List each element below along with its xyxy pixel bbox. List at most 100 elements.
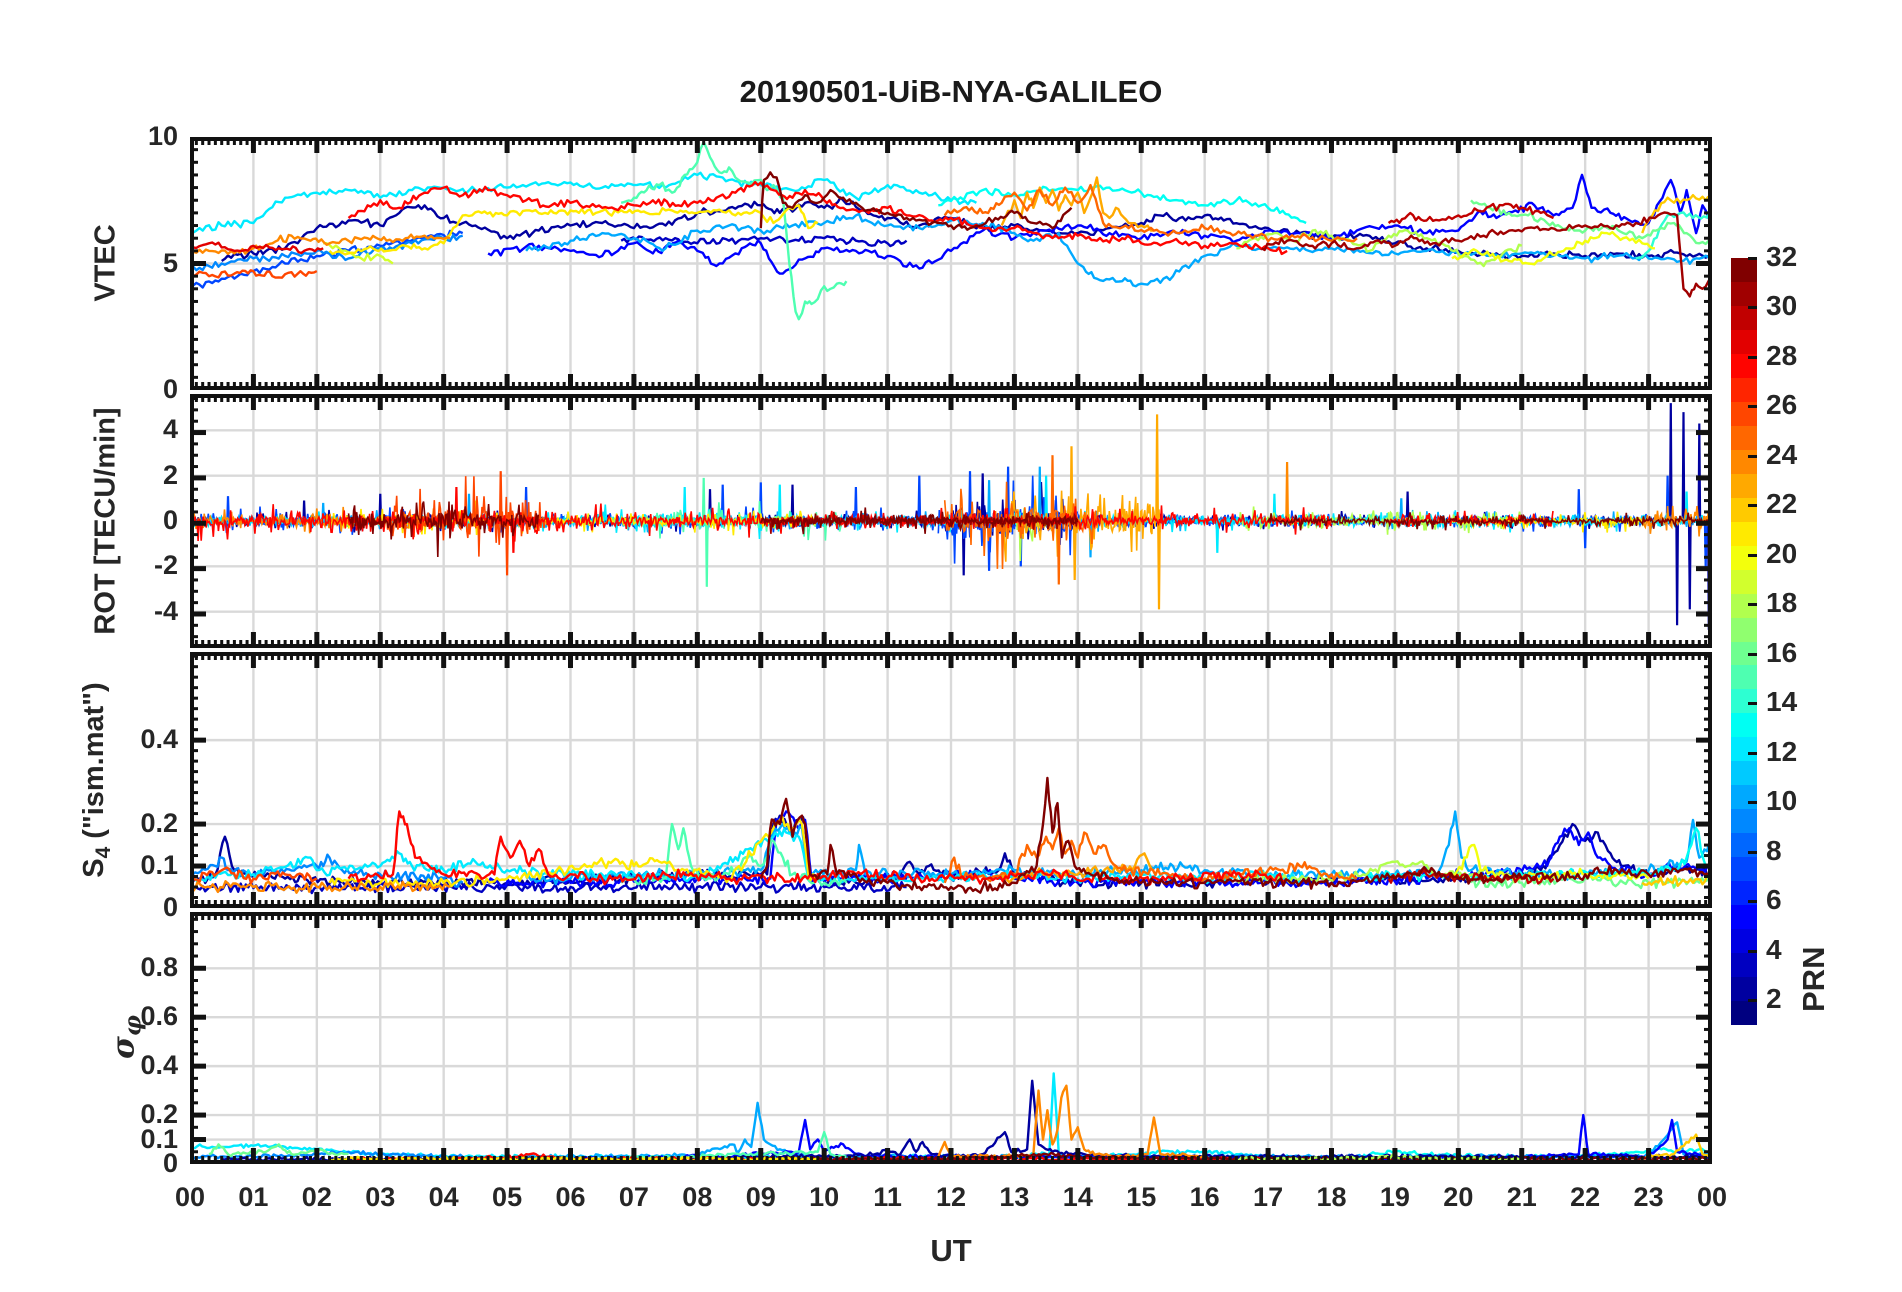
colorbar-tick-label: 4 (1766, 933, 1782, 965)
colorbar-label: PRN (1796, 946, 1831, 1012)
colorbar-block-prn-25 (1731, 425, 1757, 450)
colorbar-block-prn-1 (1731, 1001, 1757, 1025)
S4-y-tick-label: 0.2 (140, 808, 178, 839)
colorbar-block-prn-7 (1731, 857, 1757, 882)
colorbar-block-prn-14 (1731, 689, 1757, 714)
colorbar-tick (1748, 257, 1757, 260)
colorbar-tick (1748, 900, 1757, 904)
colorbar-block-prn-4 (1731, 929, 1757, 954)
colorbar-block-prn-6 (1731, 881, 1757, 906)
colorbar-tick-label: 24 (1766, 438, 1798, 470)
sigma-phi-y-tick-label: 0 (162, 1148, 178, 1178)
colorbar-tick (1748, 801, 1757, 805)
colorbar-block-prn-10 (1731, 785, 1757, 810)
colorbar-block-prn-2 (1731, 977, 1757, 1002)
x-tick-label: 21 (1506, 1182, 1537, 1212)
x-tick-label: 17 (1253, 1182, 1284, 1212)
x-tick-label: 09 (745, 1182, 776, 1212)
colorbar-block-prn-31 (1731, 281, 1757, 306)
colorbar-tick-label: 20 (1766, 537, 1798, 569)
colorbar-block-prn-12 (1731, 737, 1757, 762)
colorbar-tick-label: 8 (1766, 834, 1782, 866)
VTEC-y-tick-label: 5 (162, 247, 178, 278)
S4-y-tick-label: 0 (162, 892, 178, 922)
x-tick-label: 15 (1126, 1182, 1157, 1212)
x-tick-label: 06 (555, 1182, 586, 1212)
x-tick-label: 13 (999, 1182, 1030, 1212)
x-axis-label: UT (930, 1233, 972, 1268)
S4-y-tick-label: 0.1 (140, 850, 178, 881)
colorbar-block-prn-5 (1731, 905, 1757, 930)
sigma-phi-y-tick-label: 0.6 (140, 1001, 178, 1032)
ROT-y-tick-label: 0 (162, 505, 178, 535)
s4-axis-label: S4 ("ism.mat") (78, 682, 116, 877)
sigma-phi-y-tick-label: 0.2 (140, 1099, 178, 1130)
sigma-phi-y-tick-label: 0.4 (140, 1050, 178, 1081)
colorbar-block-prn-32 (1731, 258, 1757, 282)
x-tick-label: 00 (1696, 1182, 1728, 1212)
x-tick-label: 12 (935, 1182, 967, 1212)
colorbar-tick (1748, 553, 1757, 557)
chart-title: 20190501-UiB-NYA-GALILEO (739, 74, 1163, 109)
colorbar-block-prn-16 (1731, 641, 1757, 666)
colorbar-block-prn-18 (1731, 593, 1757, 618)
colorbar-tick (1748, 850, 1757, 854)
colorbar-block-prn-11 (1731, 761, 1757, 786)
x-tick-label: 02 (301, 1182, 332, 1212)
x-tick-label: 05 (492, 1182, 523, 1212)
colorbar-block-prn-19 (1731, 569, 1757, 594)
x-tick-label: 03 (365, 1182, 396, 1212)
colorbar-tick-label: 30 (1766, 290, 1798, 322)
sigma-phi-panel (190, 912, 1712, 1164)
colorbar-tick (1748, 652, 1757, 656)
colorbar-block-prn-17 (1731, 617, 1757, 642)
VTEC-y-tick-label: 10 (147, 121, 178, 151)
colorbar (1731, 258, 1757, 1025)
sigma-phi-y-tick-label: 0.8 (140, 952, 178, 983)
x-tick-label: 01 (238, 1182, 269, 1212)
colorbar-block-prn-27 (1731, 377, 1757, 402)
x-tick-label: 18 (1316, 1182, 1347, 1212)
colorbar-block-prn-21 (1731, 521, 1757, 546)
ROT-panel (190, 394, 1712, 648)
colorbar-tick (1748, 999, 1757, 1003)
x-tick-label: 14 (1062, 1182, 1093, 1212)
ROT-y-tick-label: -4 (153, 595, 178, 626)
colorbar-block-prn-13 (1731, 713, 1757, 738)
colorbar-block-prn-24 (1731, 449, 1757, 474)
ROT-plot (190, 394, 1712, 648)
colorbar-tick-label: 22 (1766, 488, 1798, 520)
sigma-phi-y-tick-label: 0.1 (140, 1123, 178, 1154)
colorbar-tick (1748, 405, 1757, 409)
colorbar-tick-label: 2 (1766, 983, 1782, 1015)
sigma-phi-plot (190, 912, 1712, 1164)
colorbar-block-prn-3 (1731, 953, 1757, 978)
x-tick-label: 19 (1379, 1182, 1410, 1212)
x-tick-label: 16 (1189, 1182, 1220, 1212)
colorbar-tick (1748, 702, 1757, 706)
colorbar-tick-label: 6 (1766, 884, 1782, 916)
colorbar-block-prn-30 (1731, 305, 1757, 330)
colorbar-block-prn-20 (1731, 545, 1757, 570)
colorbar-tick (1748, 454, 1757, 458)
x-tick-label: 10 (809, 1182, 840, 1212)
ROT-y-tick-label: -2 (153, 550, 178, 581)
colorbar-block-prn-23 (1731, 473, 1757, 498)
VTEC-y-tick-label: 0 (162, 374, 178, 404)
x-tick-label: 07 (618, 1182, 649, 1212)
x-tick-label: 08 (682, 1182, 713, 1212)
colorbar-tick-label: 16 (1766, 636, 1798, 668)
colorbar-tick-label: 12 (1766, 735, 1798, 767)
ROT-y-tick-label: 4 (162, 414, 178, 445)
colorbar-tick-label: 26 (1766, 389, 1798, 421)
x-tick-label: 11 (873, 1182, 902, 1212)
colorbar-tick (1748, 603, 1757, 607)
colorbar-block-prn-29 (1731, 329, 1757, 354)
colorbar-tick-label: 14 (1766, 686, 1798, 718)
VTEC-panel (190, 137, 1712, 390)
colorbar-tick-label: 28 (1766, 339, 1798, 371)
x-tick-label: 00 (174, 1182, 206, 1212)
colorbar-tick (1748, 949, 1757, 953)
x-tick-label: 04 (428, 1182, 459, 1212)
